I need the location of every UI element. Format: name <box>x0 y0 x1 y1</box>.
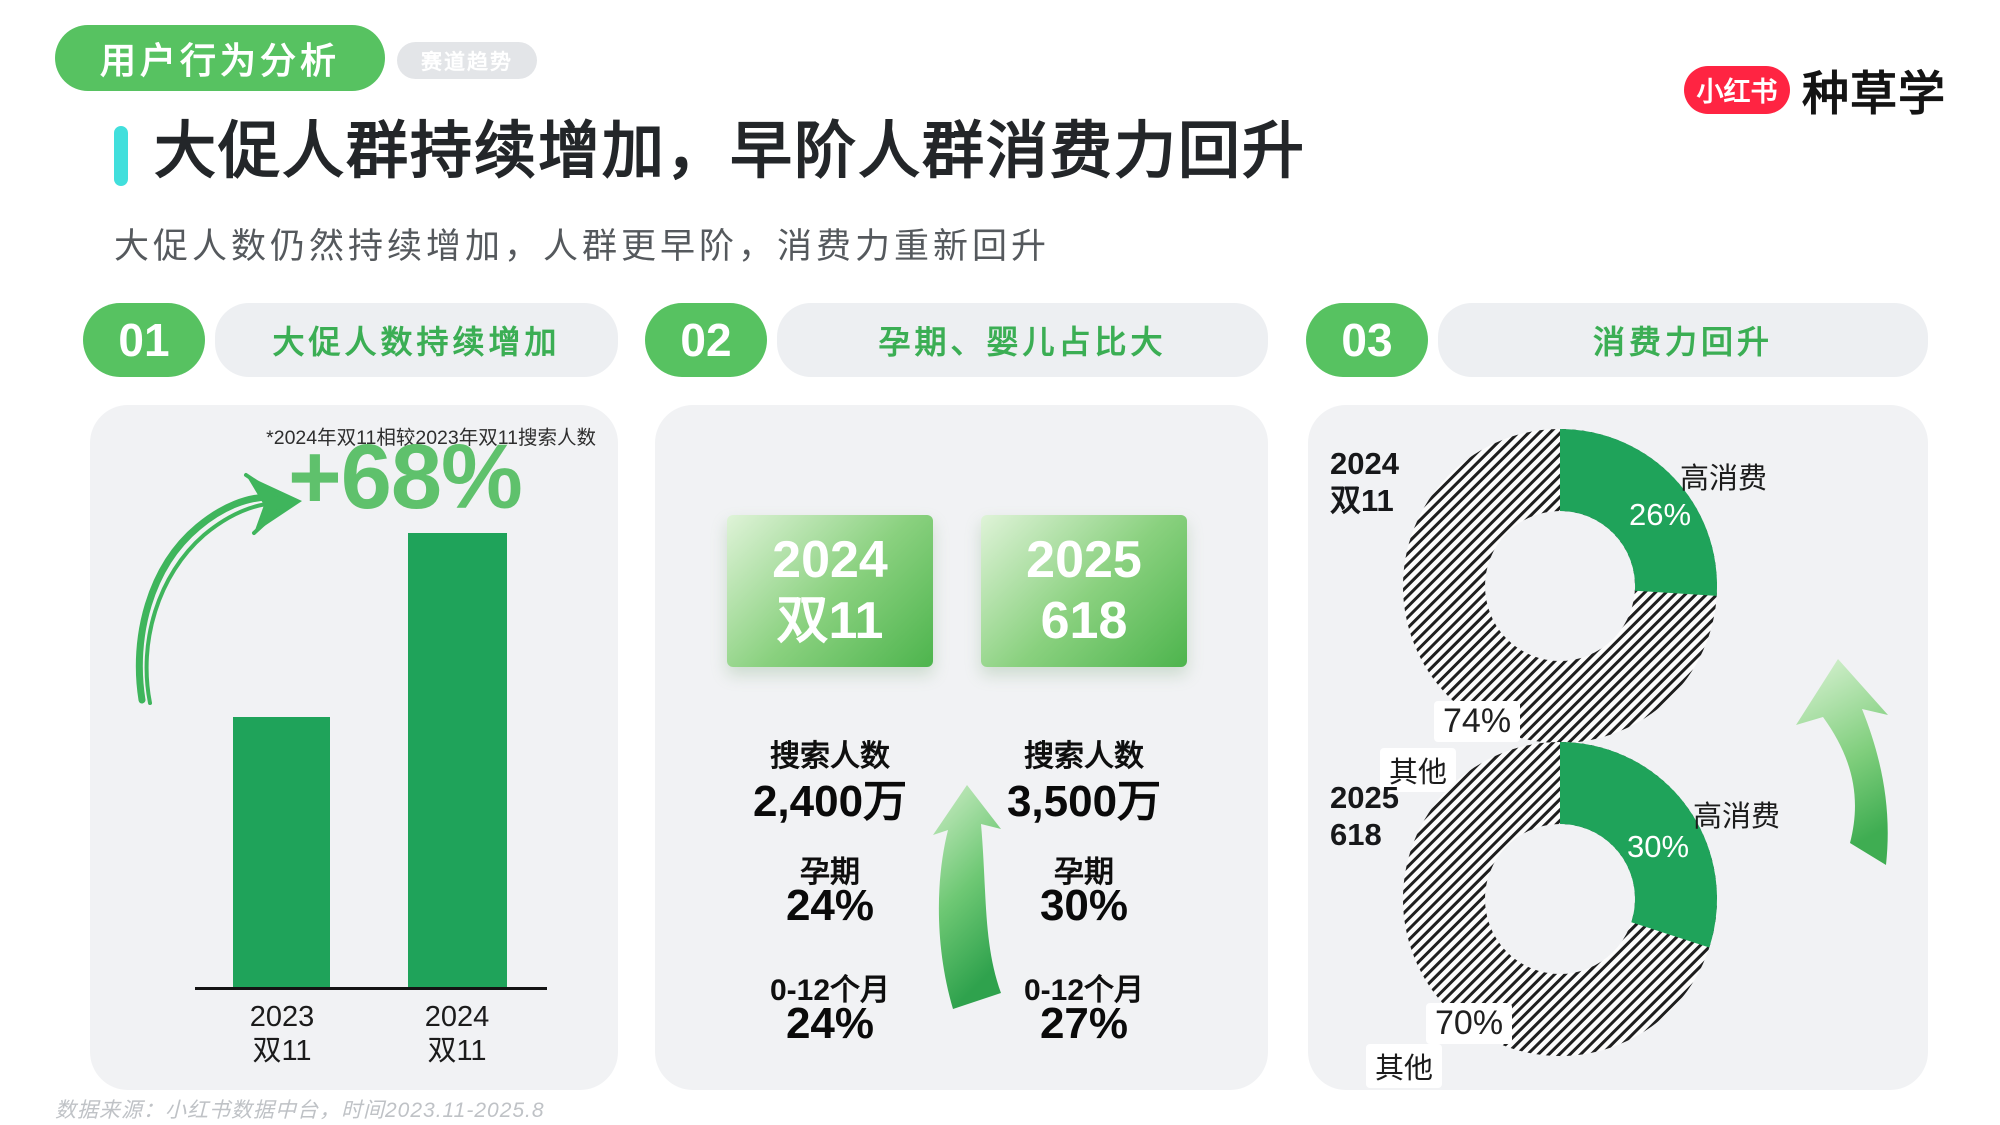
brand-name: 种草学 <box>1802 67 1946 120</box>
donut-other-label: 其他 <box>1380 748 1457 792</box>
stat-value-infant-2024: 24% <box>785 999 875 1048</box>
donut-hi-value: 26% <box>1628 497 1692 532</box>
sketch-arrow-icon <box>135 473 302 705</box>
donut-hi-value: 30% <box>1626 829 1690 864</box>
stat-label-search-users: 搜索人数 <box>770 740 890 773</box>
donut-period-label-2024: 2024 双11 <box>1330 446 1399 519</box>
page-title: 大促人群持续增加，早阶人群消费力回升 <box>154 117 1307 186</box>
donut-chart-2025 <box>1403 742 1717 1056</box>
growth-headline: +68% <box>288 426 523 528</box>
card-stage-compare: 2024 双11 2025 618 搜索人数 搜索人数 2,400万 3,500… <box>655 405 1268 1090</box>
card-search-growth: *2024年双11相较2023年双11搜索人数 +68% 2023 双11 20… <box>90 405 618 1090</box>
bar-label-2023: 2023 双11 <box>249 1001 315 1068</box>
donut-other-value: 74% <box>1434 701 1521 742</box>
donut-hi-label: 高消费 <box>1680 463 1768 495</box>
stat-value-search-users-2024: 2,400万 <box>752 777 908 826</box>
section-header-stage: 02 孕期、婴儿占比大 <box>645 303 1268 377</box>
section-number-badge: 01 <box>83 303 205 377</box>
chart-footnote: *2024年双11相较2023年双11搜索人数 <box>266 427 596 449</box>
bar-2024 <box>408 533 507 988</box>
section-label: 消费力回升 <box>1438 303 1928 377</box>
donut-other-value: 70% <box>1426 1003 1513 1044</box>
donut-period-label-2025: 2025 618 <box>1330 780 1399 853</box>
stat-label-infant: 0-12个月 <box>769 974 891 1007</box>
category-pill-label: 用户行为分析 <box>99 40 340 81</box>
data-source-note: 数据来源：小红书数据中台，时间2023.11-2025.8 <box>55 1099 545 1122</box>
section-label: 大促人数持续增加 <box>215 303 618 377</box>
section-header-consumption: 03 消费力回升 <box>1306 303 1928 377</box>
stat-value-infant-2025: 27% <box>1039 999 1129 1048</box>
xiaohongshu-badge: 小红书 <box>1684 65 1790 114</box>
page-subtitle: 大促人数仍然持续增加，人群更早阶，消费力重新回升 <box>114 227 1051 266</box>
donut-hi-label: 高消费 <box>1693 801 1781 833</box>
title-row: 大促人群持续增加，早阶人群消费力回升 <box>114 116 1306 187</box>
category-pill: 用户行为分析 <box>55 25 385 91</box>
tag-pill-label: 赛道趋势 <box>421 50 513 74</box>
tag-pill: 赛道趋势 <box>397 42 537 79</box>
card-consumption: 2024 双11 高消费 26% 74% 其他 2025 618 高消费 30%… <box>1308 405 1928 1090</box>
section-label: 孕期、婴儿占比大 <box>777 303 1268 377</box>
donut-chart-2024 <box>1403 429 1717 743</box>
stat-label-search-users: 搜索人数 <box>1024 740 1144 773</box>
title-accent-bar <box>114 126 128 186</box>
brand-logo: 小红书 种草学 <box>1684 55 1946 124</box>
stat-label-infant: 0-12个月 <box>1023 974 1145 1007</box>
bar-chart-baseline <box>195 987 547 990</box>
recovery-up-arrow-icon <box>1796 659 1888 865</box>
section-number-badge: 03 <box>1306 303 1428 377</box>
bar-2023 <box>233 717 330 988</box>
donut-other-label: 其他 <box>1366 1044 1443 1088</box>
bar-label-2024: 2024 双11 <box>424 1001 490 1068</box>
stat-label-pregnancy: 孕期 <box>1054 856 1114 889</box>
section-number-badge: 02 <box>645 303 767 377</box>
stat-value-search-users-2025: 3,500万 <box>1006 777 1162 826</box>
section-header-growth: 01 大促人数持续增加 <box>83 303 618 377</box>
stat-value-pregnancy-2024: 24% <box>785 881 875 930</box>
up-swoosh-arrow-icon <box>933 785 1001 1009</box>
stat-value-pregnancy-2025: 30% <box>1039 881 1129 930</box>
stat-label-pregnancy: 孕期 <box>800 856 860 889</box>
period-box-2025-618: 2025 618 <box>981 515 1187 667</box>
period-box-2024-1111: 2024 双11 <box>727 515 933 667</box>
